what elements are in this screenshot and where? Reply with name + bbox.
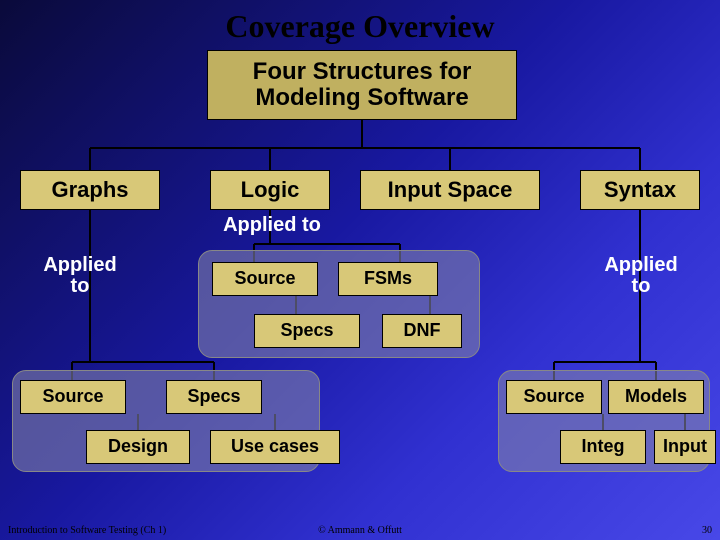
leaf-label: Specs	[187, 387, 240, 407]
footer-left: Introduction to Software Testing (Ch 1)	[8, 525, 166, 536]
category-label: Logic	[241, 178, 300, 202]
applied-to-label: Applied to	[212, 215, 332, 236]
leaf-label: Source	[42, 387, 103, 407]
syntax-source-box: Source	[506, 380, 602, 414]
footer-right: 30	[702, 525, 712, 536]
leaf-label: Specs	[280, 321, 333, 341]
leaf-label: DNF	[404, 321, 441, 341]
applied-to-label: Appliedto	[586, 255, 696, 297]
graphs-usecases-box: Use cases	[210, 430, 340, 464]
leaf-label: Models	[625, 387, 687, 407]
logic-fsms-box: FSMs	[338, 262, 438, 296]
category-label: Input Space	[388, 178, 513, 202]
root-box: Four Structures forModeling Software	[207, 50, 517, 120]
logic-source-box: Source	[212, 262, 318, 296]
category-logic: Logic	[210, 170, 330, 210]
footer-center: © Ammann & Offutt	[318, 525, 402, 536]
leaf-label: Source	[234, 269, 295, 289]
category-label: Graphs	[51, 178, 128, 202]
category-label: Syntax	[604, 178, 676, 202]
category-input-space: Input Space	[360, 170, 540, 210]
applied-to-label: Appliedto	[35, 255, 125, 297]
graphs-design-box: Design	[86, 430, 190, 464]
leaf-label: Input	[663, 437, 707, 457]
slide-title: Coverage Overview	[0, 8, 720, 45]
leaf-label: Integ	[582, 437, 625, 457]
syntax-input-box: Input	[654, 430, 716, 464]
leaf-label: FSMs	[364, 269, 412, 289]
category-graphs: Graphs	[20, 170, 160, 210]
syntax-models-box: Models	[608, 380, 704, 414]
leaf-label: Use cases	[231, 437, 319, 457]
graphs-source-box: Source	[20, 380, 126, 414]
leaf-label: Design	[108, 437, 168, 457]
logic-specs-box: Specs	[254, 314, 360, 348]
logic-dnf-box: DNF	[382, 314, 462, 348]
leaf-label: Source	[523, 387, 584, 407]
syntax-integ-box: Integ	[560, 430, 646, 464]
root-box-text: Four Structures forModeling Software	[253, 59, 472, 112]
graphs-specs-box: Specs	[166, 380, 262, 414]
category-syntax: Syntax	[580, 170, 700, 210]
